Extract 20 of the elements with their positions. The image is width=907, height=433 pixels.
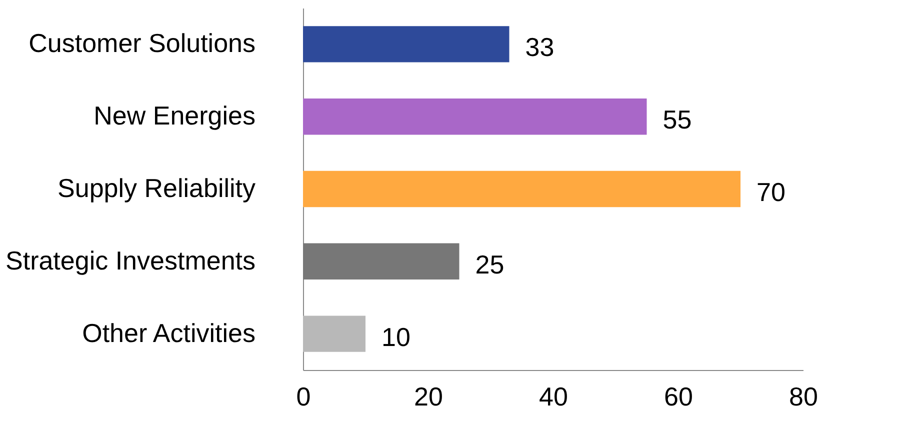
data-label: 55 (662, 104, 692, 135)
data-label: 33 (525, 32, 554, 62)
y-tick-label: Strategic Investments (6, 245, 256, 276)
bar (303, 26, 510, 62)
x-tick-label: 20 (414, 382, 443, 412)
y-tick-label: New Energies (94, 100, 256, 131)
y-tick-label: Other Activities (82, 318, 256, 348)
x-tick-label: 60 (664, 382, 693, 412)
x-tick-label: 80 (789, 382, 818, 412)
data-label: 10 (382, 322, 410, 352)
bar (303, 98, 647, 135)
bar (303, 170, 740, 208)
x-tick-label: 40 (539, 382, 568, 412)
y-tick-label: Supply Reliability (58, 173, 256, 203)
data-label: 70 (756, 177, 786, 207)
x-tick-label: 0 (296, 382, 311, 412)
bar (303, 316, 366, 352)
data-label: 25 (475, 249, 504, 280)
y-tick-label: Customer Solutions (28, 28, 256, 58)
bar (303, 243, 460, 280)
